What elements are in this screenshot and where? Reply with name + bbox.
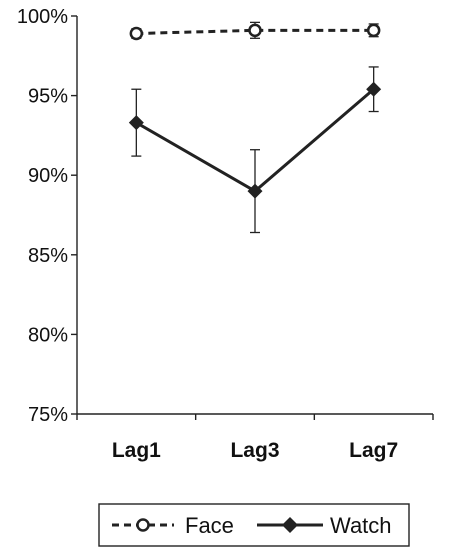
axes — [76, 16, 433, 415]
legend-face-marker — [136, 518, 150, 532]
face-line — [136, 28, 374, 36]
x-tick-label: Lag1 — [112, 439, 161, 462]
y-tick-label: 100% — [17, 6, 68, 28]
y-tick-label: 95% — [28, 86, 68, 108]
y-tick-label: 85% — [28, 245, 68, 267]
face-point — [129, 26, 144, 41]
watch-point — [128, 115, 144, 131]
legend-item-face: Face — [112, 513, 234, 538]
legend-face-label: Face — [185, 513, 234, 538]
x-ticks: Lag1 Lag3 Lag7 — [76, 414, 434, 462]
series-watch — [128, 66, 382, 234]
y-tick-label: 90% — [28, 165, 68, 187]
legend: Face Watch — [98, 503, 410, 547]
x-tick-label: Lag3 — [230, 439, 279, 462]
y-ticks: 75% 80% 85% 90% 95% 100% — [17, 6, 77, 426]
y-tick-label: 75% — [28, 404, 68, 426]
watch-point — [366, 81, 382, 97]
series-face — [129, 21, 381, 41]
face-point — [366, 23, 381, 38]
watch-point — [247, 183, 263, 199]
series — [128, 21, 382, 234]
legend-item-watch: Watch — [257, 513, 392, 538]
y-tick-label: 80% — [28, 324, 68, 346]
legend-watch-label: Watch — [330, 513, 392, 538]
legend-watch-marker — [282, 517, 298, 533]
face-point — [248, 23, 262, 38]
x-tick-label: Lag7 — [349, 439, 398, 462]
